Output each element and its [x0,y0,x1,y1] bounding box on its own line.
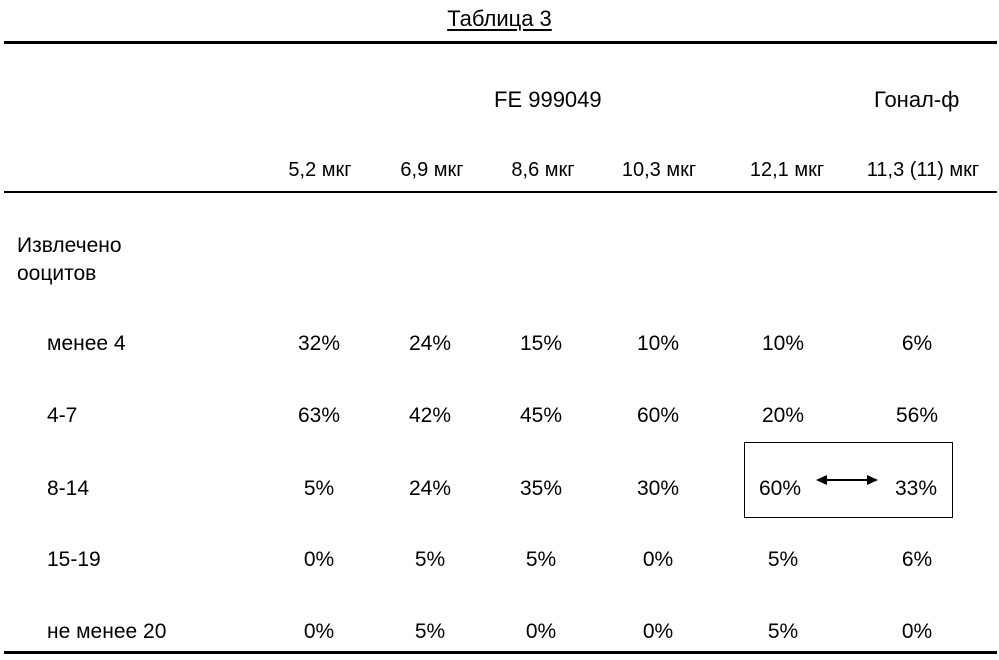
table-cell: 30% [603,477,713,501]
table-cell: 6% [862,332,972,356]
section-label-line1: Извлечено [17,234,122,258]
table-cell: 5% [486,548,596,572]
table-cell: 42% [375,404,485,428]
table-cell: 33% [861,477,971,501]
row-label: менее 4 [47,332,126,356]
group-header-gonal: Гонал-ф [874,87,959,113]
table-cell: 32% [264,332,374,356]
table-cell: 35% [486,477,596,501]
table-cell: 24% [375,332,485,356]
table-cell: 0% [603,620,713,644]
table-cell: 0% [603,548,713,572]
table-cell: 20% [728,404,838,428]
table-cell: 5% [728,548,838,572]
dose-header: 11,3 (11) мкг [848,159,998,182]
dose-header: 12,1 мкг [732,159,842,182]
table-cell: 0% [264,548,374,572]
dose-header: 8,6 мкг [488,159,598,182]
row-label: не менее 20 [47,620,166,644]
table-cell: 15% [486,332,596,356]
table-cell: 5% [264,477,374,501]
header-rule [4,191,997,193]
table-cell: 5% [375,548,485,572]
table-cell: 0% [486,620,596,644]
dose-header: 10,3 мкг [604,159,714,182]
table-cell: 60% [603,404,713,428]
row-label: 8-14 [47,477,89,501]
table-cell: 56% [862,404,972,428]
dose-header: 6,9 мкг [377,159,487,182]
table-cell: 45% [486,404,596,428]
group-header-fe: FE 999049 [494,87,602,113]
top-rule [4,41,997,44]
row-label: 4-7 [47,404,77,428]
table-cell: 63% [264,404,374,428]
table-cell: 6% [862,548,972,572]
table-cell: 24% [375,477,485,501]
table-title: Таблица 3 [0,6,999,32]
table-cell: 10% [603,332,713,356]
dose-header: 5,2 мкг [265,159,375,182]
section-label-line2: ооцитов [17,262,96,286]
table-cell: 0% [264,620,374,644]
table-cell: 10% [728,332,838,356]
table-cell: 5% [375,620,485,644]
table-cell: 0% [862,620,972,644]
table-cell: 5% [728,620,838,644]
bottom-rule [4,651,997,654]
row-label: 15-19 [47,548,101,572]
